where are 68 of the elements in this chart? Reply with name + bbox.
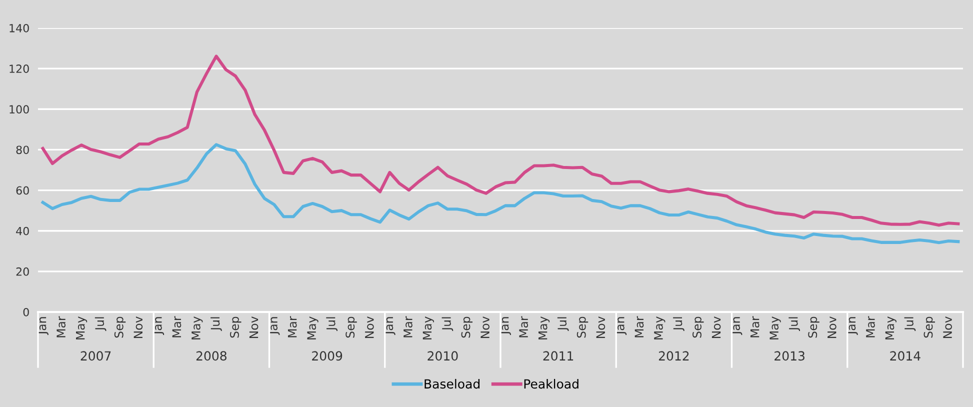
x-tick-label: Jul	[904, 317, 916, 332]
y-tick-label: 40	[16, 226, 29, 236]
x-tick-label: Jan	[500, 317, 511, 335]
x-tick-label: Mar	[634, 316, 644, 338]
x-tick-label: Sep	[346, 316, 357, 338]
legend-label: Peakload	[524, 378, 578, 389]
x-tick-label: May	[885, 316, 896, 340]
x-tick-label: May	[770, 316, 781, 340]
x-tick-label: Nov	[596, 316, 606, 338]
text: 2010	[428, 351, 458, 361]
y-tick-label: 80	[16, 146, 29, 154]
x-tick-label: Jan	[384, 317, 396, 335]
x-tick-label: Jan	[616, 317, 627, 335]
x-tick-label: Jan	[37, 317, 48, 335]
x-tick-label: Sep	[692, 316, 704, 338]
x-tick-label: Jan	[268, 317, 280, 335]
x-tick-label: Jul	[326, 317, 338, 332]
x-tick-label: Sep	[576, 316, 588, 338]
x-tick-label: May	[192, 316, 203, 340]
x-tick-label: May	[422, 316, 434, 340]
y-tick-label: 120	[10, 64, 29, 73]
x-tick-label: Mar	[288, 316, 297, 338]
x-tick-label: May	[307, 316, 318, 340]
text: 2009	[312, 351, 342, 361]
x-tick-label: Nov	[712, 316, 721, 338]
x-tick-label: May	[654, 316, 666, 340]
x-tick-label: Nov	[249, 316, 258, 338]
x-tick-label: Jan	[153, 317, 164, 335]
y-tick-label: 100	[10, 105, 29, 114]
text: 2013	[774, 351, 804, 361]
x-tick-label: Nov	[134, 316, 143, 338]
x-tick-label: Mar	[404, 316, 412, 338]
x-tick-label: Jul	[94, 317, 106, 332]
text: 2007	[80, 351, 111, 361]
y-tick-label: 140	[10, 24, 29, 32]
x-tick-label: Jul	[557, 317, 569, 332]
x-tick-label: Nov	[828, 316, 836, 338]
x-tick-label: Nov	[365, 316, 374, 338]
x-tick-label: Mar	[519, 316, 528, 338]
x-tick-label: Jul	[673, 317, 684, 332]
x-tick-label: Jan	[846, 317, 858, 335]
y-tick-label: 20	[16, 267, 29, 276]
x-tick-label: Nov	[480, 316, 490, 338]
y-tick-label: 0	[23, 308, 29, 316]
x-tick-label: Jan	[731, 317, 742, 335]
x-tick-label: Mar	[56, 316, 66, 338]
x-tick-label: Mar	[750, 316, 760, 338]
x-tick-label: Jul	[210, 317, 222, 332]
text: 2008	[196, 351, 226, 361]
x-tick-label: Sep	[230, 316, 242, 338]
x-tick-label: Sep	[924, 316, 935, 338]
x-tick-label: May	[538, 316, 550, 340]
text: 2012	[658, 351, 689, 361]
line-series	[41, 143, 960, 244]
x-tick-label: Jul	[442, 317, 454, 332]
x-tick-label: Sep	[114, 316, 126, 338]
line-series	[41, 54, 960, 227]
text: 2014	[890, 351, 920, 361]
x-tick-label: May	[76, 316, 88, 340]
legend-label: Baseload	[424, 378, 480, 389]
x-tick-label: Sep	[461, 316, 472, 338]
x-tick-label: Jul	[788, 317, 800, 332]
text: 2011	[543, 351, 574, 361]
x-tick-label: Mar	[172, 316, 182, 338]
y-tick-label: 60	[16, 186, 29, 195]
x-tick-label: Sep	[808, 316, 820, 338]
x-tick-label: Mar	[866, 316, 875, 338]
x-tick-label: Nov	[943, 316, 952, 338]
